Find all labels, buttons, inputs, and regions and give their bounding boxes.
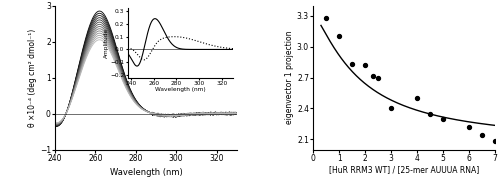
X-axis label: Wavelength (nm): Wavelength (nm): [110, 168, 182, 177]
Point: [374, 76, 382, 79]
Point: [478, 134, 486, 137]
Y-axis label: eigenvector 1 projection: eigenvector 1 projection: [285, 31, 294, 124]
Point: [465, 125, 473, 128]
Point: [369, 74, 377, 77]
Y-axis label: θ ×10⁻⁴ (deg cm² dmol⁻¹): θ ×10⁻⁴ (deg cm² dmol⁻¹): [28, 28, 37, 127]
X-axis label: [HuR RRM3 WT] / [25-mer AUUUA RNA]: [HuR RRM3 WT] / [25-mer AUUUA RNA]: [329, 165, 479, 174]
Point: [348, 63, 356, 66]
Point: [361, 64, 369, 67]
Point: [426, 112, 434, 115]
Point: [413, 97, 421, 100]
Point: [439, 117, 447, 120]
Point: [387, 107, 395, 110]
Point: [491, 140, 499, 143]
Point: [335, 35, 343, 38]
Point: [322, 16, 330, 19]
